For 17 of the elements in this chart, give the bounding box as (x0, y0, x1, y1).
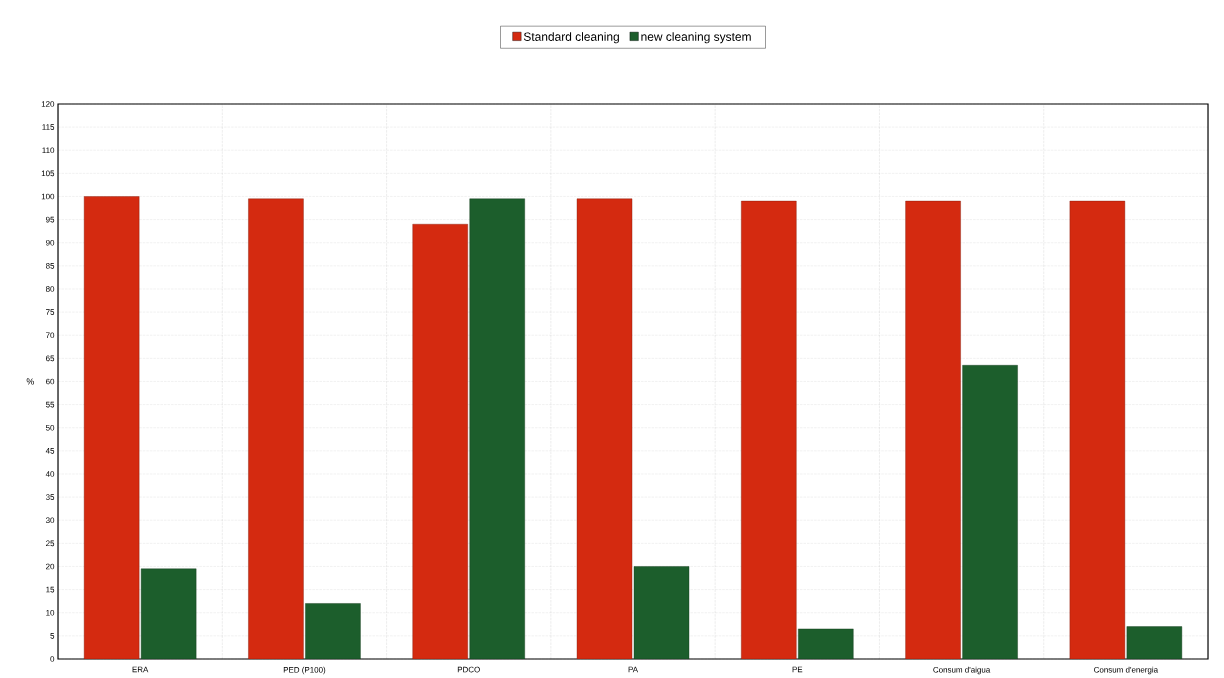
y-axis-title: % (26, 378, 35, 385)
bar (248, 198, 304, 660)
bar (1069, 201, 1126, 660)
bar (140, 568, 197, 660)
bar (83, 196, 140, 660)
bar (469, 198, 525, 660)
legend-label: new cleaning system (641, 32, 751, 44)
bar (798, 628, 854, 660)
bar (305, 603, 361, 660)
bar (576, 198, 633, 660)
bar (633, 566, 690, 660)
bar (905, 201, 961, 660)
bar (962, 365, 1018, 660)
bar (412, 224, 468, 660)
bar (741, 201, 797, 660)
legend-label: Standard cleaning (523, 32, 619, 44)
bar (1126, 626, 1183, 660)
